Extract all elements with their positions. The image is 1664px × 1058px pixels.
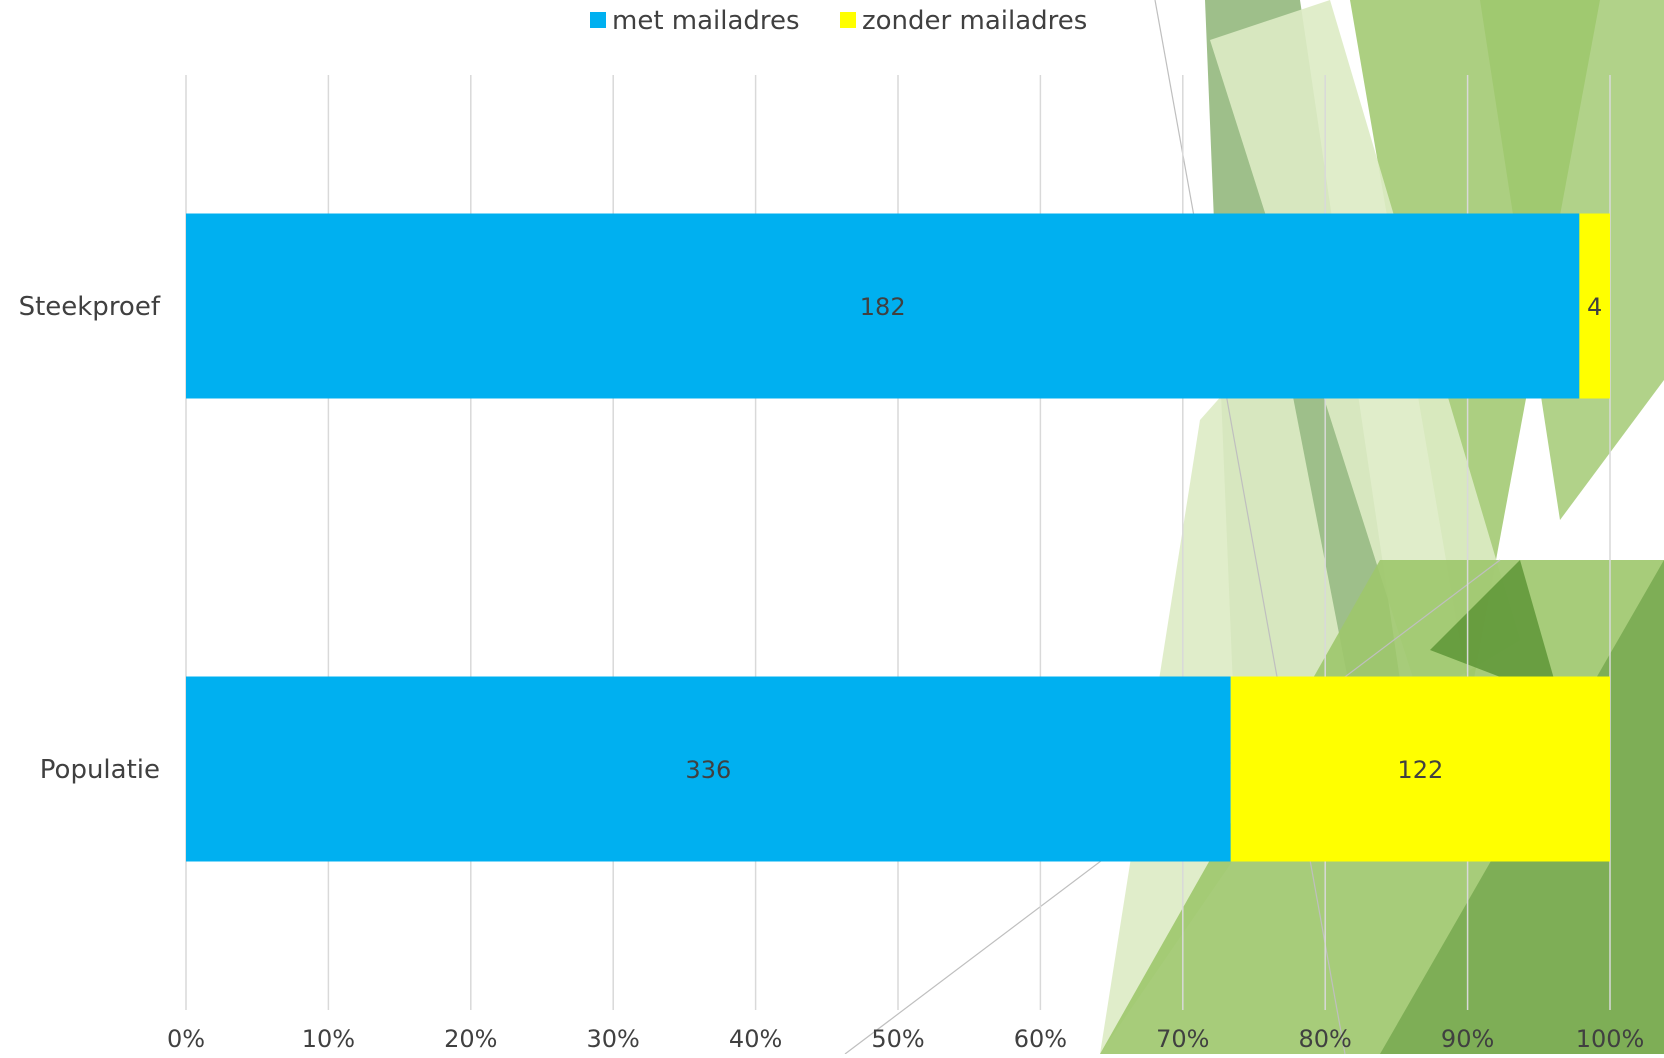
bar-segment xyxy=(186,676,1231,862)
x-tick-label: 40% xyxy=(729,1025,782,1053)
x-tick-label: 90% xyxy=(1441,1025,1494,1053)
legend-swatch xyxy=(590,12,606,28)
bar-data-label: 122 xyxy=(1397,756,1443,784)
bar-data-label: 182 xyxy=(860,293,906,321)
bar-segment xyxy=(1579,213,1610,399)
x-tick-label: 100% xyxy=(1576,1025,1645,1053)
x-tick-label: 10% xyxy=(302,1025,355,1053)
x-tick-label: 30% xyxy=(587,1025,640,1053)
legend-label: zonder mailadres xyxy=(862,6,1087,36)
legend: met mailadres zonder mailadres xyxy=(590,6,1087,36)
background-decoration xyxy=(844,0,1664,1055)
x-axis-ticks: 0% 10% 20% 30% 40% 50% 60% 70% 80% 90% 100% xyxy=(167,1025,1644,1053)
bar-segment xyxy=(1230,676,1610,862)
y-axis-categories: Steekproef Populatie xyxy=(19,292,161,785)
x-tick-label: 80% xyxy=(1299,1025,1352,1053)
legend-swatch xyxy=(840,12,856,28)
bar-segment xyxy=(186,213,1580,399)
x-tick-label: 20% xyxy=(444,1025,497,1053)
x-tick-label: 60% xyxy=(1014,1025,1067,1053)
legend-label: met mailadres xyxy=(612,6,800,36)
x-tick-label: 50% xyxy=(871,1025,924,1053)
category-label: Steekproef xyxy=(19,292,161,322)
x-tick-label: 0% xyxy=(167,1025,205,1053)
decor-line xyxy=(1154,0,1346,1055)
decor-shape xyxy=(1430,560,1560,700)
bar-data-label: 336 xyxy=(685,756,731,784)
bar-data-label: 4 xyxy=(1587,293,1602,321)
x-tick-label: 70% xyxy=(1156,1025,1209,1053)
category-label: Populatie xyxy=(40,755,160,785)
bars: 182 4 336 122 xyxy=(186,213,1610,862)
